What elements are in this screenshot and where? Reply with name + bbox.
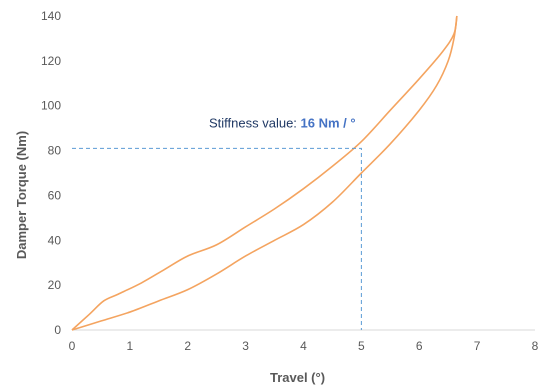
y-tick-label: 40 [48, 233, 62, 247]
stiffness-guide-line [72, 147, 362, 330]
stiffness-label: Stiffness value: [209, 115, 301, 130]
y-axis-title: Damper Torque (Nm) [14, 131, 29, 259]
y-tick-label: 80 [48, 144, 62, 158]
x-tick-label: 8 [532, 339, 539, 353]
y-tick-label: 60 [48, 188, 62, 202]
series-1-line [71, 15, 458, 331]
x-tick-label: 0 [69, 339, 76, 353]
series-2-line [71, 15, 458, 331]
y-tick-labels: 0 20 40 60 80 100 120 140 [41, 9, 61, 337]
x-tick-label: 7 [474, 339, 481, 353]
stiffness-value: 16 Nm / ° [301, 115, 356, 130]
x-tick-label: 5 [358, 339, 365, 353]
x-tick-label: 3 [242, 339, 249, 353]
y-tick-label: 0 [54, 323, 61, 337]
y-tick-label: 100 [41, 99, 61, 113]
y-tick-label: 120 [41, 54, 61, 68]
x-tick-label: 1 [127, 339, 134, 353]
plot-area [71, 15, 535, 331]
y-tick-label: 140 [41, 9, 61, 23]
x-axis-title: Travel (°) [270, 370, 325, 385]
x-tick-labels: 0 1 2 3 4 5 6 7 8 [69, 339, 539, 353]
x-tick-label: 2 [184, 339, 191, 353]
x-tick-label: 6 [416, 339, 423, 353]
y-tick-label: 20 [48, 278, 62, 292]
stiffness-annotation: Stiffness value: 16 Nm / ° [209, 115, 356, 130]
x-tick-label: 4 [300, 339, 307, 353]
